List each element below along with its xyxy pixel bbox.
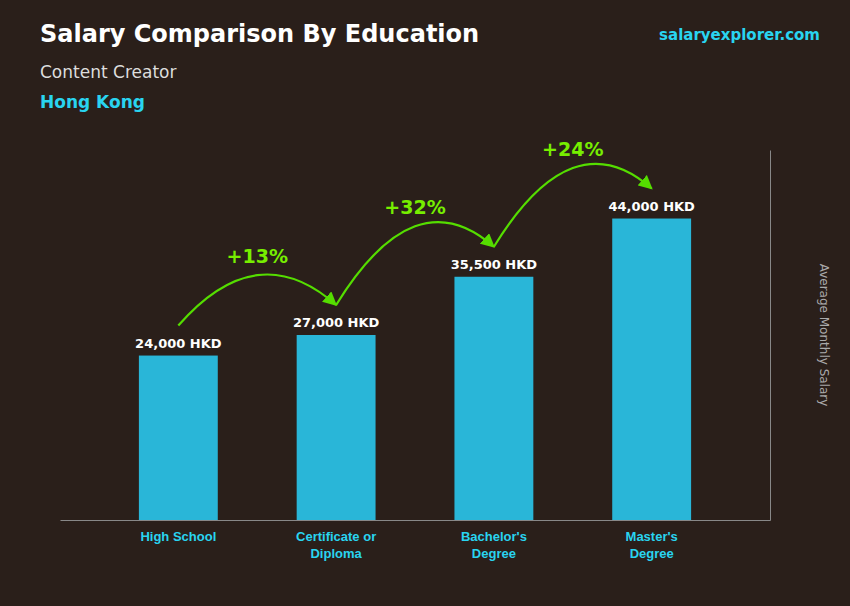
x-axis-line <box>61 520 771 521</box>
background <box>0 0 850 606</box>
data-label: 35,500 HKD <box>451 257 538 272</box>
x-axis: High School Certificate orDiploma Bachelor… <box>61 521 771 562</box>
bars <box>139 219 691 520</box>
x-tick-label: High School <box>140 529 216 544</box>
x-tick: Master'sDegree <box>626 529 678 561</box>
bar <box>612 219 691 520</box>
bar <box>297 335 376 520</box>
data-label: 27,000 HKD <box>293 315 380 330</box>
plot: High School Certificate orDiploma Bachelor… <box>61 138 771 561</box>
change-arrow <box>178 274 336 325</box>
x-tick: High School <box>140 529 216 544</box>
change-arrow <box>494 164 652 247</box>
data-label: 44,000 HKD <box>608 199 695 214</box>
change-annotations: +13% +32% +24% <box>178 138 651 325</box>
brand: salaryexplorer.com <box>659 26 820 44</box>
y-axis-line <box>770 151 771 521</box>
bar <box>139 356 218 520</box>
bar <box>454 277 533 520</box>
location: Hong Kong <box>40 92 145 112</box>
x-tick: Certificate orDiploma <box>296 529 376 561</box>
chart: Salary Comparison By Education Content Cr… <box>0 0 850 606</box>
x-tick-label: Bachelor'sDegree <box>461 529 527 561</box>
x-tick-label: Master'sDegree <box>626 529 678 561</box>
change-arrow <box>336 222 494 305</box>
data-labels: 24,000 HKD 27,000 HKD 35,500 HKD 44,000 HKD <box>135 199 695 351</box>
change-label: +32% <box>384 196 445 218</box>
x-tick-label: Certificate orDiploma <box>296 529 376 561</box>
x-tick: Bachelor'sDegree <box>461 529 527 561</box>
change-label: +13% <box>227 245 288 267</box>
change-label: +24% <box>542 138 603 160</box>
title: Salary Comparison By Education <box>40 20 479 48</box>
y-axis-label: Average Monthly Salary <box>817 264 831 407</box>
y-axis <box>770 151 771 521</box>
subtitle: Content Creator <box>40 62 176 82</box>
data-label: 24,000 HKD <box>135 336 222 351</box>
